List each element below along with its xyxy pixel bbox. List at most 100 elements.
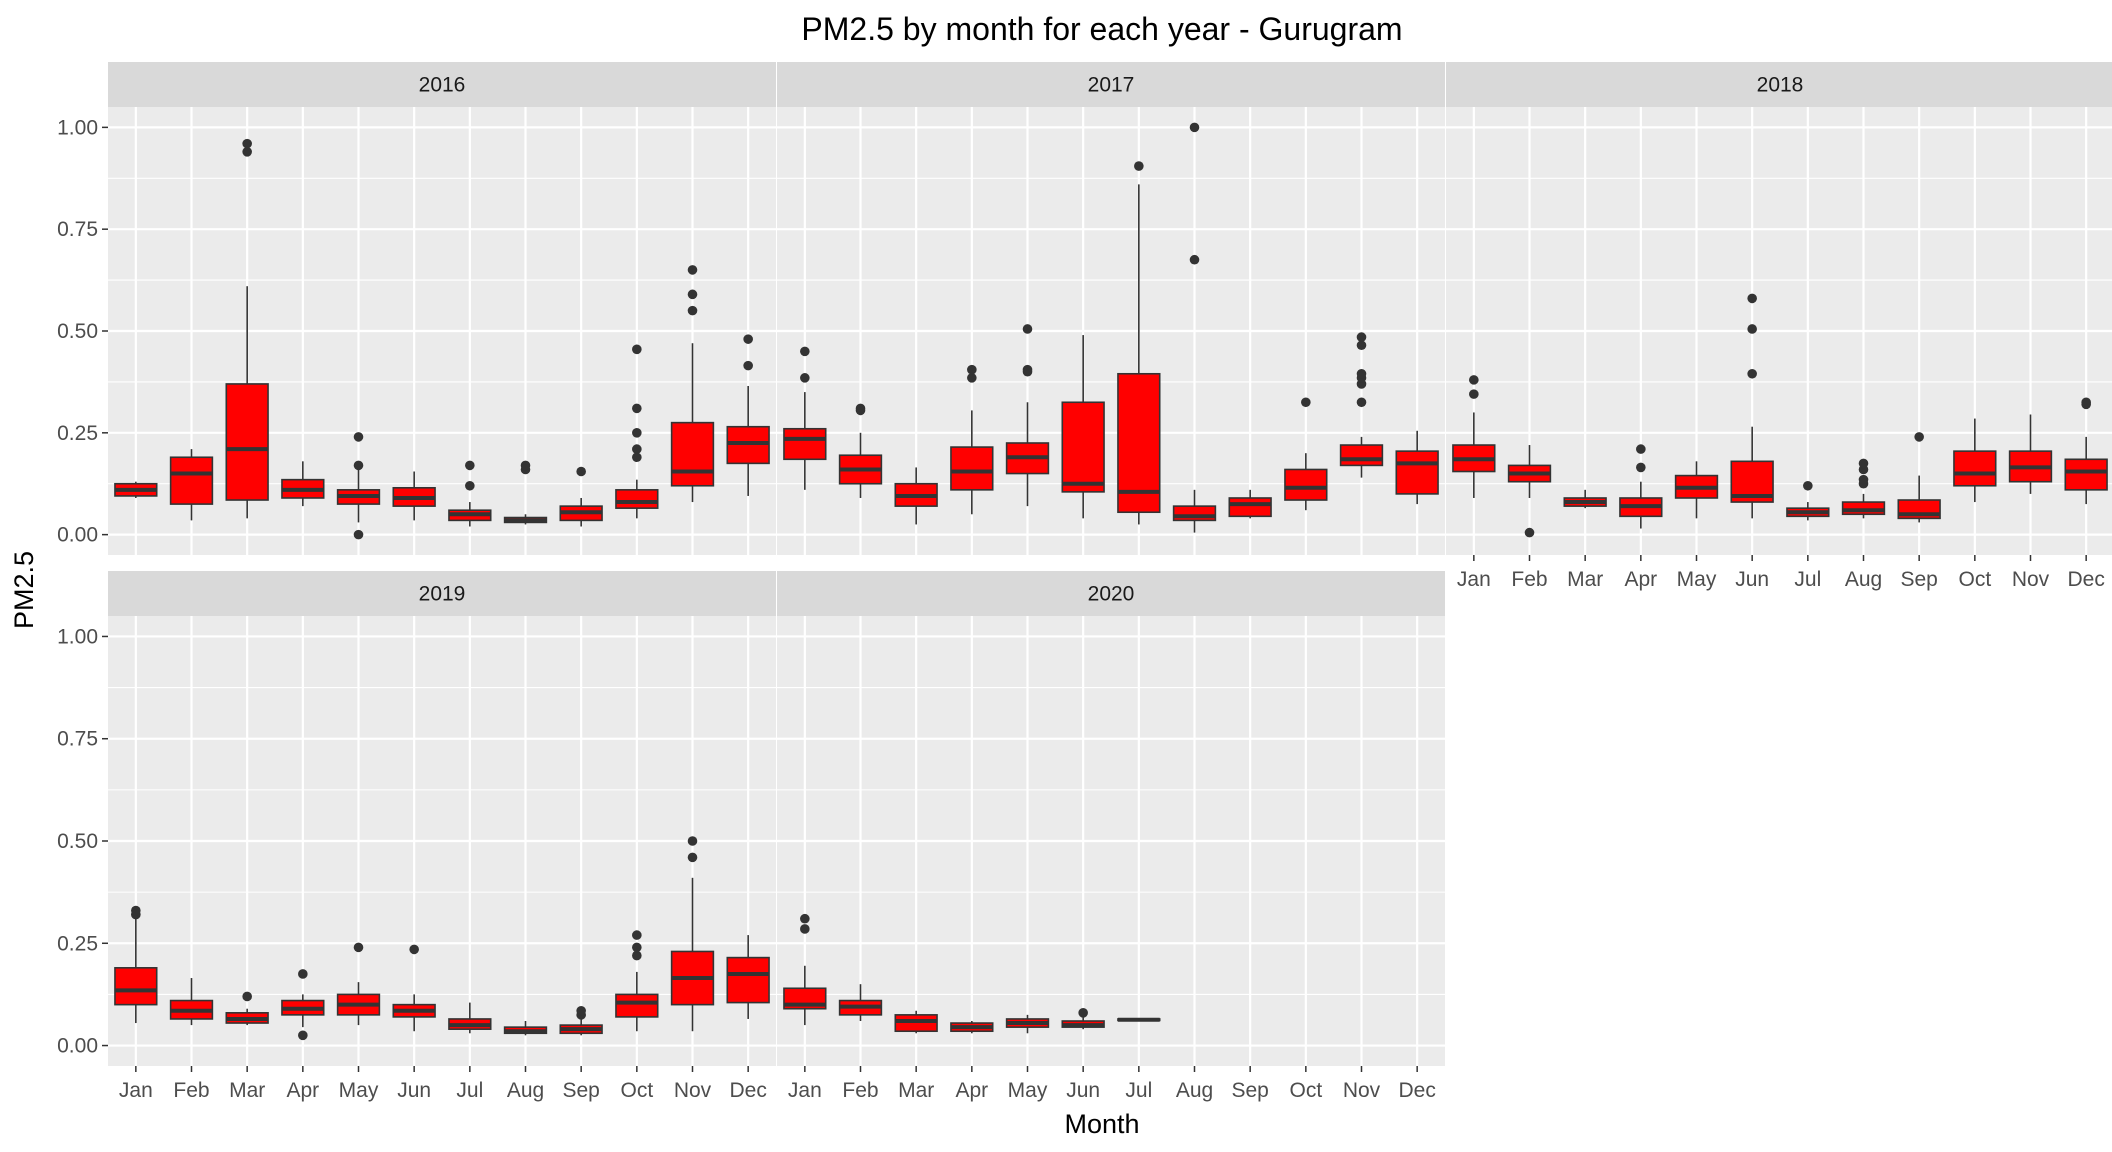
x-tick-label: Sep: [1231, 1079, 1268, 1102]
x-tick-label: Mar: [229, 1079, 265, 1102]
x-tick-label: Oct: [1958, 568, 1991, 591]
x-tick-label: Oct: [1289, 1079, 1322, 1102]
x-tick-label: Nov: [2012, 568, 2050, 591]
box-body: [950, 446, 994, 491]
box-nov: [1339, 332, 1384, 478]
outlier-point: [632, 444, 642, 454]
outlier-point: [1636, 462, 1646, 473]
x-tick-label: Jul: [456, 1079, 483, 1102]
facet-strip: [108, 62, 776, 107]
outlier-point: [2081, 397, 2091, 408]
x-tick-label: Nov: [674, 1079, 712, 1102]
x-tick-label: Apr: [1624, 568, 1657, 591]
outlier-point: [1189, 254, 1200, 265]
box-jul: [448, 1002, 492, 1034]
x-tick-label: Mar: [1567, 568, 1603, 591]
outlier-point: [242, 138, 252, 149]
box-aug: [503, 460, 548, 525]
y-tick-label: 0.50: [57, 830, 98, 853]
x-tick-label: Oct: [620, 1079, 653, 1102]
box-apr: [281, 969, 325, 1041]
box-body: [726, 956, 770, 1004]
outlier-point: [1747, 368, 1757, 379]
box-body: [1395, 450, 1439, 495]
facet-strip-label: 2017: [1088, 74, 1135, 97]
box-body: [783, 427, 827, 461]
x-tick-label: Sep: [1900, 568, 1937, 591]
box-body: [726, 425, 770, 465]
outlier-point: [967, 364, 977, 375]
outlier-point: [1858, 458, 1869, 469]
x-tick-label: Feb: [1511, 568, 1547, 591]
y-tick-label: 0.50: [57, 320, 98, 343]
box-oct: [1953, 418, 1997, 503]
box-apr: [950, 364, 994, 515]
box-may: [1674, 461, 1719, 519]
x-tick-label: Mar: [898, 1079, 934, 1102]
x-tick-label: Jul: [1125, 1079, 1152, 1102]
box-aug: [503, 1021, 548, 1036]
outlier-point: [465, 460, 475, 471]
box-dec: [726, 334, 770, 496]
outlier-point: [1189, 122, 1200, 133]
box-body: [615, 489, 659, 509]
y-tick-label: 0.00: [57, 524, 98, 547]
outlier-point: [1914, 432, 1924, 442]
x-tick-label: May: [1677, 568, 1717, 591]
outlier-point: [1301, 397, 1311, 408]
box-sep: [559, 466, 603, 527]
x-tick-label: Aug: [1845, 568, 1882, 591]
outlier-point: [687, 836, 698, 846]
box-body: [2064, 458, 2108, 491]
y-tick-label: 0.75: [57, 218, 98, 241]
outlier-point: [743, 360, 753, 371]
box-may: [1005, 1014, 1050, 1034]
box-body: [894, 1014, 938, 1033]
facet-strip: [1446, 62, 2112, 107]
outlier-point: [1803, 480, 1813, 491]
box-mar: [225, 138, 269, 519]
outlier-point: [298, 1030, 308, 1041]
box-feb: [1507, 445, 1552, 538]
box-jun: [392, 471, 436, 521]
box-nov: [670, 265, 715, 503]
outlier-point: [1747, 293, 1757, 304]
box-feb: [169, 449, 214, 521]
box-feb: [838, 984, 883, 1021]
outlier-point: [353, 529, 364, 540]
facet-strip: [108, 571, 776, 616]
box-jun: [1061, 335, 1105, 519]
box-body: [1339, 444, 1384, 467]
x-tick-label: Nov: [1343, 1079, 1381, 1102]
box-jun: [392, 944, 436, 1032]
y-tick-label: 0.25: [57, 422, 98, 445]
box-may: [1005, 324, 1050, 507]
x-tick-label: Apr: [955, 1079, 988, 1102]
outlier-point: [465, 480, 475, 491]
outlier-point: [632, 452, 642, 463]
outlier-point: [1356, 368, 1367, 379]
box-apr: [950, 1021, 994, 1034]
box-may: [336, 432, 381, 540]
outlier-point: [353, 942, 364, 953]
box-aug: [1841, 458, 1886, 519]
box-jun: [1061, 1008, 1105, 1030]
box-body: [1228, 497, 1272, 518]
outlier-point: [1356, 340, 1367, 351]
facet-strip-label: 2018: [1757, 74, 1804, 97]
x-tick-label: Aug: [1176, 1079, 1213, 1102]
box-jul: [448, 460, 492, 527]
box-body: [225, 383, 269, 501]
outlier-point: [800, 346, 810, 357]
x-tick-label: Feb: [842, 1079, 878, 1102]
outlier-point: [242, 991, 252, 1002]
facet-strip-label: 2016: [419, 74, 466, 97]
outlier-point: [1524, 527, 1535, 538]
facet-panel-2016: 2016 0.00 0.25 0.50 0.75 1.00: [57, 62, 776, 555]
box-nov: [670, 836, 715, 1032]
outlier-point: [1747, 324, 1757, 334]
outlier-point: [632, 930, 642, 940]
x-tick-label: Apr: [286, 1079, 319, 1102]
y-tick-label: 1.00: [57, 625, 98, 648]
